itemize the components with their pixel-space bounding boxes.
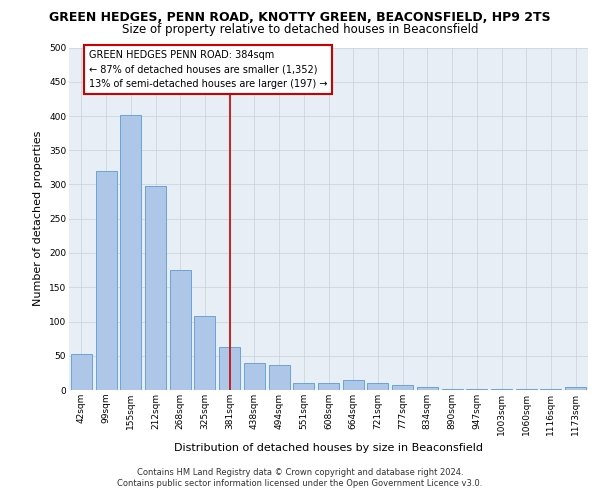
Text: Contains HM Land Registry data © Crown copyright and database right 2024.
Contai: Contains HM Land Registry data © Crown c… — [118, 468, 482, 487]
Text: Size of property relative to detached houses in Beaconsfield: Size of property relative to detached ho… — [122, 22, 478, 36]
Bar — [219, 347, 240, 390]
Text: GREEN HEDGES, PENN ROAD, KNOTTY GREEN, BEACONSFIELD, HP9 2TS: GREEN HEDGES, PENN ROAD, KNOTTY GREEN, B… — [49, 11, 551, 24]
Bar — [565, 386, 586, 390]
Bar — [120, 114, 141, 390]
Bar — [95, 171, 116, 390]
Bar — [442, 388, 463, 390]
Bar — [318, 383, 339, 390]
Bar — [71, 354, 92, 390]
Bar — [244, 362, 265, 390]
Bar — [417, 386, 438, 390]
Bar — [170, 270, 191, 390]
Bar — [269, 366, 290, 390]
Bar — [367, 383, 388, 390]
Bar — [293, 383, 314, 390]
Text: GREEN HEDGES PENN ROAD: 384sqm
← 87% of detached houses are smaller (1,352)
13% : GREEN HEDGES PENN ROAD: 384sqm ← 87% of … — [89, 50, 327, 89]
Bar — [392, 384, 413, 390]
Bar — [343, 380, 364, 390]
Y-axis label: Number of detached properties: Number of detached properties — [34, 131, 43, 306]
Bar — [145, 186, 166, 390]
X-axis label: Distribution of detached houses by size in Beaconsfield: Distribution of detached houses by size … — [174, 443, 483, 453]
Bar — [194, 316, 215, 390]
